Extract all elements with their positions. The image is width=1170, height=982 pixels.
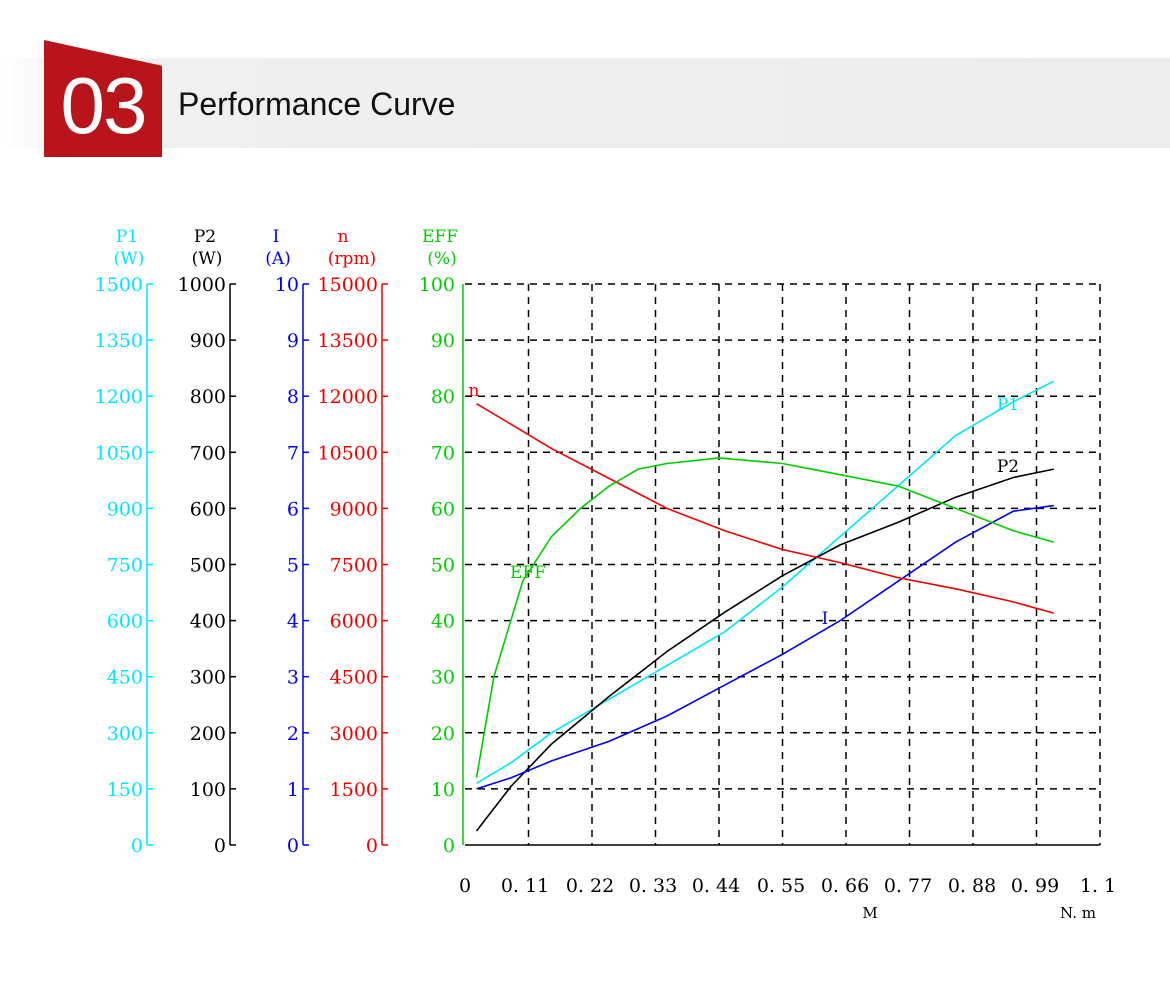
y-axis-i-unit: (A): [265, 249, 291, 269]
y-axis-n-tick-label: 3000: [330, 723, 378, 745]
x-tick-label: 0. 88: [948, 875, 996, 897]
y-axis-n-tick-label: 1500: [330, 779, 378, 801]
y-axis-n-tick-label: 0: [366, 835, 378, 857]
y-axis-eff-tick-label: 80: [431, 386, 455, 408]
y-axis-p1-tick-label: 450: [107, 667, 143, 689]
y-axis-p2-tick-label: 900: [190, 330, 226, 352]
x-tick-label: 0. 22: [566, 875, 614, 897]
x-tick-label: 0. 33: [629, 875, 677, 897]
y-axis-p2-tick-label: 100: [190, 779, 226, 801]
y-axis-i-tick-label: 1: [287, 779, 299, 801]
y-axis-p1-tick-label: 1200: [95, 386, 143, 408]
y-axis-i-title: I: [273, 227, 280, 247]
y-axis-n-tick-label: 7500: [330, 555, 378, 577]
y-axis-p1-tick-label: 750: [107, 555, 143, 577]
y-axis-n-unit: (rpm): [328, 249, 376, 269]
y-axis-p2-tick-label: 300: [190, 667, 226, 689]
y-axis-i-tick-label: 6: [287, 498, 299, 520]
y-axis-p1-tick-label: 0: [131, 835, 143, 857]
x-tick-label: 0. 99: [1011, 875, 1059, 897]
series-line-eff: [475, 457, 1055, 778]
x-axis-unit: N. m: [1060, 904, 1096, 922]
y-axis-p2-tick-label: 800: [190, 386, 226, 408]
y-axis-n-tick-label: 12000: [318, 386, 378, 408]
y-axis-n-tick-label: 4500: [330, 667, 378, 689]
section-title: Performance Curve: [178, 86, 456, 122]
y-axis-n-tick-label: 6000: [330, 611, 378, 633]
chart-grid: [465, 283, 1101, 846]
y-axis-eff-tick-label: 90: [431, 330, 455, 352]
y-axis-p1-title: P1: [116, 227, 138, 247]
x-tick-label: 0. 77: [884, 875, 932, 897]
y-axis-p1-tick-label: 1350: [95, 330, 143, 352]
y-axis-p1-unit: (W): [114, 249, 145, 269]
series-line-i: [476, 504, 1054, 790]
y-axis-p1-tick-label: 900: [107, 498, 143, 520]
series-label-p1: P1: [997, 395, 1019, 415]
y-axis-i-tick-label: 3: [287, 667, 299, 689]
series-line-p2: [475, 468, 1054, 832]
chart-series: [475, 380, 1055, 832]
y-axis-eff-tick-label: 100: [419, 274, 455, 296]
y-axis-i-tick-label: 2: [287, 723, 299, 745]
x-tick-label: 0: [459, 875, 471, 897]
x-axis-label: M: [862, 904, 877, 922]
y-axis-eff-tick-label: 10: [431, 779, 455, 801]
y-axis-eff-tick-label: 30: [431, 667, 455, 689]
y-axis-eff-tick-label: 70: [431, 442, 455, 464]
y-axis-p2-tick-label: 200: [190, 723, 226, 745]
series-line-p1: [476, 380, 1055, 784]
y-axis-i-tick-label: 7: [287, 442, 299, 464]
chart-axes: [146, 283, 464, 846]
y-axis-eff-tick-label: 60: [431, 498, 455, 520]
y-axis-eff-unit: (%): [427, 249, 456, 269]
y-axis-i-tick-label: 8: [287, 386, 299, 408]
y-axis-i-tick-label: 4: [287, 611, 299, 633]
y-axis-p2-tick-label: 1000: [178, 274, 226, 296]
y-axis-n-tick-label: 15000: [318, 274, 378, 296]
y-axis-p1-tick-label: 600: [107, 611, 143, 633]
y-axis-i-tick-label: 0: [287, 835, 299, 857]
y-axis-eff-tick-label: 20: [431, 723, 455, 745]
y-axis-n-tick-label: 9000: [330, 498, 378, 520]
y-axis-eff-title: EFF: [422, 227, 458, 247]
y-axis-p2-tick-label: 500: [190, 555, 226, 577]
series-label-n: n: [469, 381, 480, 401]
x-tick-label: 1. 1: [1080, 875, 1116, 897]
x-tick-label: 0. 66: [821, 875, 869, 897]
series-line-n: [476, 403, 1055, 614]
y-axis-eff-tick-label: 50: [431, 555, 455, 577]
y-axis-eff-tick-label: 40: [431, 611, 455, 633]
y-axis-i-tick-label: 10: [275, 274, 299, 296]
x-tick-label: 0. 55: [757, 875, 805, 897]
x-tick-label: 0. 11: [501, 875, 549, 897]
y-axis-p2-tick-label: 0: [214, 835, 226, 857]
y-axis-p2-title: P2: [194, 227, 216, 247]
y-axis-p2-unit: (W): [192, 249, 223, 269]
y-axis-i-tick-label: 9: [287, 330, 299, 352]
y-axis-p1-tick-label: 150: [107, 779, 143, 801]
y-axis-p1-tick-label: 1500: [95, 274, 143, 296]
y-axis-p1-tick-label: 300: [107, 723, 143, 745]
x-tick-label: 0. 44: [692, 875, 740, 897]
y-axis-p1-tick-label: 1050: [95, 442, 143, 464]
y-axis-i-tick-label: 5: [287, 555, 299, 577]
chart-labels: 0 0. 11 0. 22 0. 33 0. 44 0. 55 0. 66 0. 77 0. 8…: [95, 227, 1116, 922]
y-axis-eff-tick-label: 0: [443, 835, 455, 857]
y-axis-n-title: n: [338, 227, 349, 247]
series-label-i: I: [822, 609, 829, 629]
y-axis-p2-tick-label: 600: [190, 498, 226, 520]
y-axis-p2-tick-label: 700: [190, 442, 226, 464]
y-axis-p2-tick-label: 400: [190, 611, 226, 633]
series-label-eff: EFF: [510, 563, 546, 583]
y-axis-n-tick-label: 10500: [318, 442, 378, 464]
series-label-p2: P2: [997, 457, 1019, 477]
section-number: 03: [60, 61, 148, 150]
header-band: [0, 58, 1170, 148]
y-axis-n-tick-label: 13500: [318, 330, 378, 352]
